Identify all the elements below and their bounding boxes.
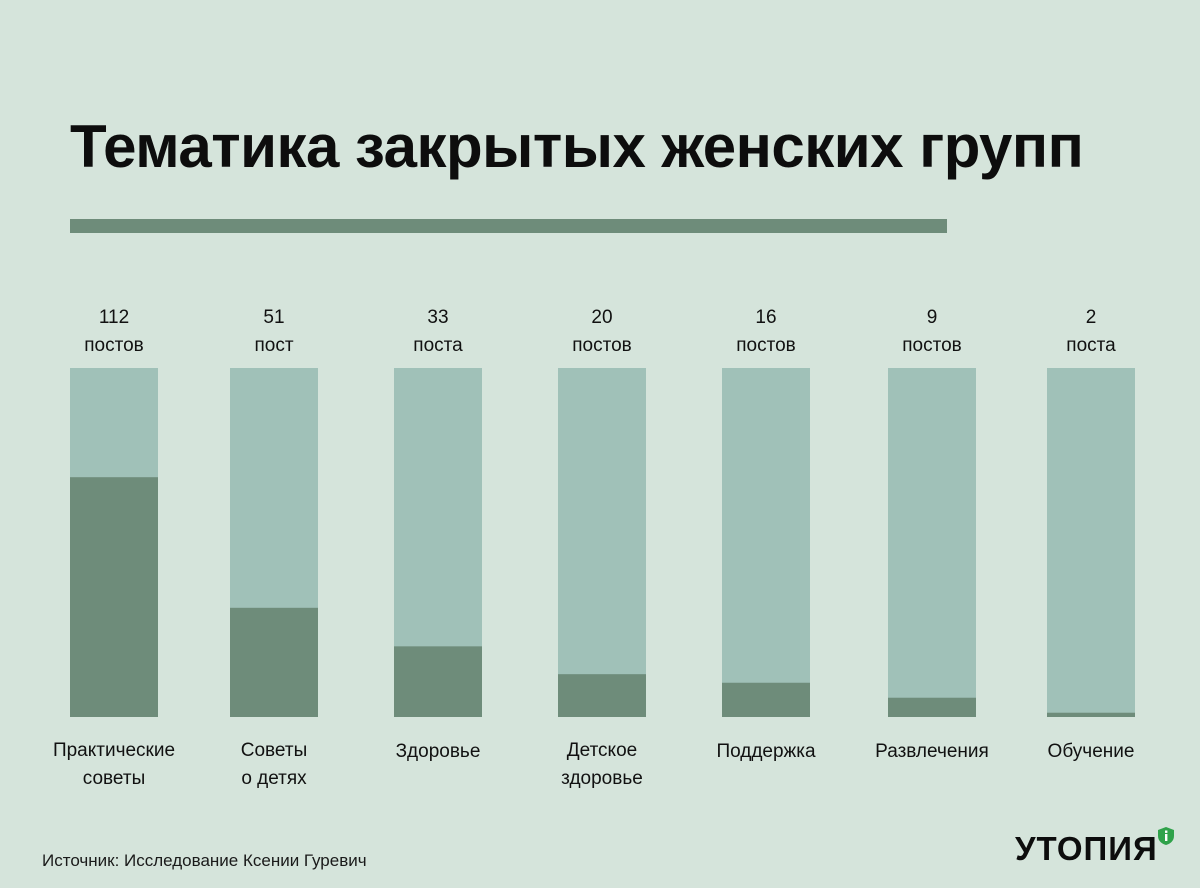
category-label: здоровье	[561, 768, 643, 789]
bar-group: 51 пост Советы о детях	[230, 307, 318, 789]
data-label: 9	[927, 307, 938, 328]
bar	[1047, 712, 1135, 717]
source-note: Источник: Исследование Ксении Гуревич	[42, 851, 367, 870]
data-label: постов	[572, 335, 632, 356]
bar	[70, 477, 158, 717]
category-label: Практические	[53, 740, 175, 761]
page-title: Тематика закрытых женских групп	[70, 113, 1084, 180]
data-label: 16	[755, 307, 776, 328]
bar-track	[888, 368, 976, 717]
data-label: постов	[902, 335, 962, 356]
data-label: пост	[254, 335, 293, 356]
bar-group: 9 постов Развлечения	[875, 307, 989, 762]
category-label: Здоровье	[396, 741, 481, 762]
bar-group: 2 поста Обучение	[1047, 307, 1135, 762]
bar	[230, 607, 318, 717]
category-label: Детское	[567, 740, 637, 761]
data-label: 2	[1086, 307, 1097, 328]
data-label: 20	[591, 307, 612, 328]
bar	[558, 674, 646, 717]
bar-group: 16 постов Поддержка	[716, 307, 816, 762]
logo-text: УТОПИЯ	[1015, 830, 1158, 867]
bar-track	[1047, 368, 1135, 717]
category-label: Обучение	[1048, 741, 1135, 762]
category-label: Поддержка	[716, 741, 816, 762]
brand-logo: УТОПИЯ	[1015, 826, 1175, 870]
data-label: 51	[263, 307, 284, 328]
category-label: советы	[83, 768, 145, 789]
data-label: постов	[84, 335, 144, 356]
data-label: поста	[413, 335, 463, 356]
bar-track	[558, 368, 646, 717]
bar	[394, 646, 482, 717]
data-label: постов	[736, 335, 796, 356]
category-label: Развлечения	[875, 741, 989, 762]
data-label: поста	[1066, 335, 1116, 356]
bar	[722, 682, 810, 717]
data-label: 112	[99, 307, 129, 328]
bar-track	[722, 368, 810, 717]
bar-group: 33 поста Здоровье	[394, 307, 482, 762]
bar-group: 112 постов Практические советы	[53, 307, 175, 789]
shield-icon	[1158, 827, 1174, 845]
data-label: 33	[427, 307, 448, 328]
title-rule	[70, 219, 947, 233]
category-label: о детях	[241, 768, 307, 789]
bar-group: 20 постов Детское здоровье	[558, 307, 646, 789]
category-label: Советы	[241, 740, 307, 761]
bar	[888, 697, 976, 717]
